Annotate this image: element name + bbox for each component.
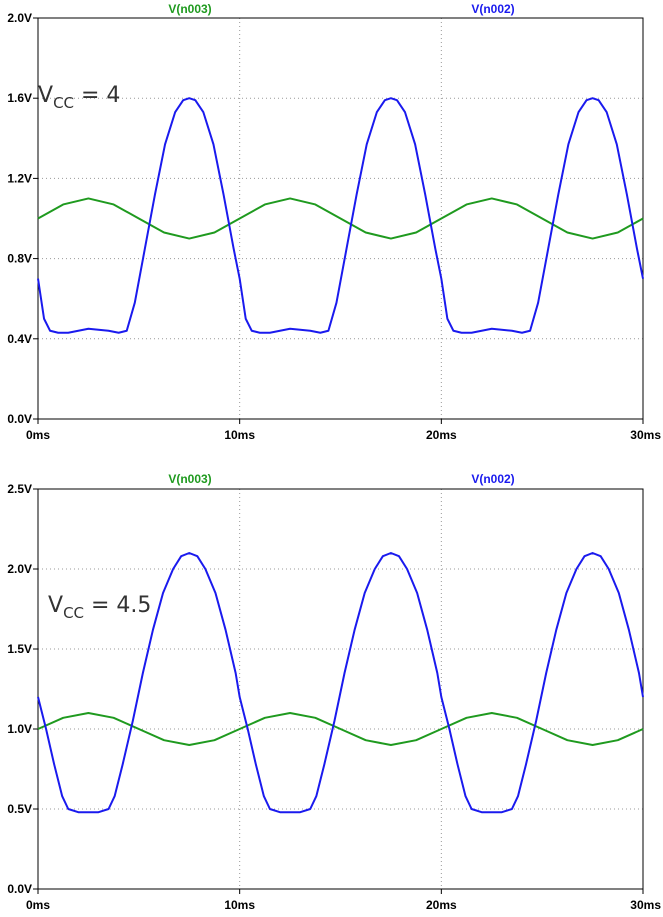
legend-entry: V(n002): [471, 2, 514, 16]
series-line-vn002: [37, 97, 644, 334]
y-tick-label: 2.5V: [7, 482, 32, 496]
y-tick-label: 0.8V: [7, 252, 32, 266]
y-tick-label: 0.0V: [7, 882, 32, 896]
vcc-annotation: VCC = 4: [38, 83, 120, 112]
x-tick-label: 20ms: [426, 428, 457, 442]
y-tick-label: 1.5V: [7, 642, 32, 656]
y-tick-label: 0.0V: [7, 412, 32, 426]
x-tick-label: 10ms: [224, 898, 255, 912]
chart-panel-2: 0.0V 0.5V 1.0V 1.5V 2.0V 2.5V 0ms 10ms 20ms 30ms V…: [7, 472, 661, 912]
x-tick-label: 0ms: [26, 898, 50, 912]
legend-entry: V(n003): [168, 472, 211, 486]
y-tick-label: 2.0V: [7, 562, 32, 576]
series-line-vn003: [37, 712, 644, 746]
x-tick-label: 10ms: [224, 428, 255, 442]
series-line-vn002: [37, 552, 644, 814]
y-tick-label: 0.4V: [7, 332, 32, 346]
y-tick-label: 1.6V: [7, 91, 32, 105]
series-line-vn003: [37, 197, 644, 240]
vcc-annotation: VCC = 4.5: [48, 593, 151, 622]
chart-panel-1: 0.0V 0.4V 0.8V 1.2V 1.6V 2.0V 0ms 10ms 20ms 30ms V…: [7, 2, 661, 442]
y-tick-label: 2.0V: [7, 11, 32, 25]
x-tick-label: 30ms: [630, 898, 661, 912]
y-tick-label: 1.2V: [7, 171, 32, 185]
legend-entry: V(n003): [168, 2, 211, 16]
y-tick-label: 0.5V: [7, 802, 32, 816]
x-tick-label: 0ms: [26, 428, 50, 442]
y-tick-label: 1.0V: [7, 722, 32, 736]
plot-frame: [37, 488, 644, 890]
x-tick-label: 30ms: [630, 428, 661, 442]
legend-entry: V(n002): [471, 472, 514, 486]
x-tick-label: 20ms: [426, 898, 457, 912]
